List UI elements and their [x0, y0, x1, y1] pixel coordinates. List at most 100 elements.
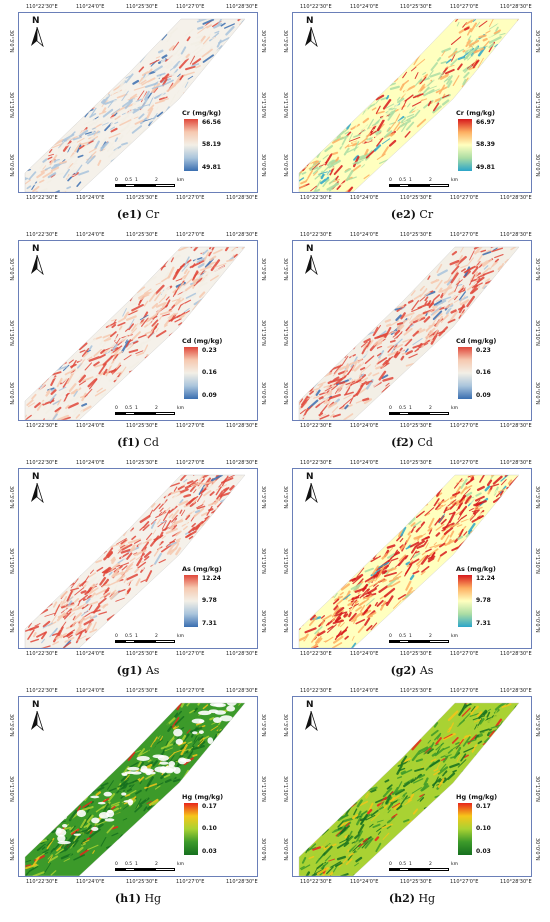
- map-panel-f2: 110°22'30"E 110°24'0"E 110°25'30"E 110°27'0…: [282, 232, 540, 450]
- map-frame: N Cr (mg/kg) 66.97 58.39 49.81 0 0.5 1 2 km: [292, 12, 532, 193]
- latitude-tick-label: 30°3'0"N: [260, 258, 266, 281]
- legend-min-value: 0.09: [202, 392, 217, 399]
- panel-caption-element: Hg: [140, 892, 162, 905]
- longitude-tick-label: 110°24'0"E: [76, 651, 105, 657]
- scale-bar-segment: [429, 868, 449, 871]
- panel-caption-label: (h1): [114, 892, 141, 905]
- scale-bar: 0 0.5 1 2 km: [115, 862, 197, 874]
- longitude-tick-label: 110°25'30"E: [400, 651, 432, 657]
- scale-bar-segment: [389, 640, 399, 643]
- latitude-tick-label: 30°1'30"N: [260, 548, 266, 574]
- panel-caption: (g1) As: [18, 664, 258, 677]
- legend-max-value: 12.24: [202, 575, 221, 582]
- latitude-tick-label: 30°1'30"N: [8, 776, 14, 802]
- map-panel-h2: 110°22'30"E 110°24'0"E 110°25'30"E 110°27'0…: [282, 688, 540, 906]
- latitude-tick-label: 30°3'0"N: [8, 258, 14, 281]
- map-panel-g2: 110°22'30"E 110°24'0"E 110°25'30"E 110°27'0…: [282, 460, 540, 678]
- legend-mid-value: 9.78: [476, 597, 491, 604]
- study-area-outline: [24, 702, 246, 876]
- north-label: N: [32, 472, 40, 482]
- legend-min-value: 0.03: [476, 848, 491, 855]
- longitude-tick-label: 110°27'0"E: [450, 651, 479, 657]
- scale-bar-segment: [135, 868, 155, 871]
- scale-bar-label: km: [451, 178, 458, 183]
- panel-caption-label: (e1): [116, 208, 142, 221]
- scale-bar-segment: [429, 184, 449, 187]
- longitude-tick-label: 110°25'30"E: [400, 195, 432, 201]
- longitude-tick-label: 110°22'30"E: [300, 4, 332, 10]
- map-panel-f1: 110°22'30"E 110°24'0"E 110°25'30"E 110°27'0…: [8, 232, 266, 450]
- scale-bar-segment: [135, 412, 155, 415]
- legend-color-ramp: [458, 575, 472, 627]
- scale-bar-label: 2: [155, 178, 158, 183]
- scale-bar-segment: [125, 868, 135, 871]
- longitude-tick-label: 110°28'30"E: [500, 4, 532, 10]
- north-arrow-icon: N: [29, 472, 45, 504]
- scale-bar-label: 0: [389, 634, 392, 639]
- longitude-tick-label: 110°24'0"E: [76, 460, 105, 466]
- latitude-tick-label: 30°3'0"N: [260, 30, 266, 53]
- legend-color-ramp: [184, 575, 198, 627]
- scale-bar-label: 2: [429, 862, 432, 867]
- latitude-tick-label: 30°0'0"N: [260, 154, 266, 177]
- scale-bar-label: 0: [115, 862, 118, 867]
- north-label: N: [306, 16, 314, 26]
- scale-bar-label: km: [451, 862, 458, 867]
- panel-caption-label: (h2): [388, 892, 415, 905]
- latitude-tick-label: 30°0'0"N: [282, 838, 288, 861]
- legend-max-value: 0.17: [202, 803, 217, 810]
- panel-caption-label: (g2): [390, 664, 417, 677]
- latitude-tick-label: 30°0'0"N: [260, 382, 266, 405]
- scale-bar-segment: [155, 640, 175, 643]
- legend-title: Cd (mg/kg): [182, 337, 223, 345]
- legend-title: As (mg/kg): [456, 565, 496, 573]
- scale-bar-label: 2: [429, 406, 432, 411]
- longitude-tick-label: 110°27'0"E: [176, 423, 205, 429]
- scale-bar-label: km: [451, 634, 458, 639]
- north-arrow-icon: N: [29, 16, 45, 48]
- panel-caption: (f2) Cd: [292, 436, 532, 449]
- legend-min-value: 49.81: [202, 164, 221, 171]
- longitude-tick-label: 110°28'30"E: [500, 423, 532, 429]
- scale-bar-label: 0.5: [125, 178, 133, 183]
- longitude-tick-label: 110°22'30"E: [26, 460, 58, 466]
- scale-bar-label: 1: [409, 406, 412, 411]
- north-label: N: [306, 244, 314, 254]
- longitude-tick-label: 110°28'30"E: [500, 195, 532, 201]
- latitude-tick-label: 30°1'30"N: [534, 92, 540, 118]
- legend-min-value: 7.31: [202, 620, 217, 627]
- map-frame: N Hg (mg/kg) 0.17 0.10 0.03 0 0.5 1 2 km: [18, 696, 258, 877]
- longitude-tick-label: 110°24'0"E: [76, 688, 105, 694]
- scale-bar: 0 0.5 1 2 km: [389, 406, 471, 418]
- map-frame: N As (mg/kg) 12.24 9.78 7.31 0 0.5 1 2 km: [292, 468, 532, 649]
- north-arrow-icon: N: [29, 244, 45, 276]
- legend-title: Cd (mg/kg): [456, 337, 497, 345]
- longitude-tick-label: 110°27'0"E: [450, 232, 479, 238]
- panel-caption-element: As: [416, 664, 434, 677]
- longitude-tick-label: 110°22'30"E: [300, 651, 332, 657]
- latitude-tick-label: 30°0'0"N: [260, 610, 266, 633]
- longitude-tick-label: 110°28'30"E: [226, 879, 258, 885]
- latitude-tick-label: 30°1'30"N: [282, 548, 288, 574]
- map-panel-h1: 110°22'30"E 110°24'0"E 110°25'30"E 110°27'0…: [8, 688, 266, 906]
- longitude-tick-label: 110°22'30"E: [300, 195, 332, 201]
- longitude-tick-label: 110°22'30"E: [26, 651, 58, 657]
- latitude-tick-label: 30°3'0"N: [282, 486, 288, 509]
- longitude-tick-label: 110°25'30"E: [126, 879, 158, 885]
- legend-mid-value: 0.16: [202, 369, 217, 376]
- scale-bar-label: 2: [429, 178, 432, 183]
- north-arrow-icon: N: [303, 244, 319, 276]
- scale-bar-label: km: [451, 406, 458, 411]
- scale-bar: 0 0.5 1 2 km: [389, 178, 471, 190]
- longitude-tick-label: 110°28'30"E: [500, 651, 532, 657]
- north-arrow-icon: N: [303, 700, 319, 732]
- scale-bar-segment: [135, 640, 155, 643]
- study-area-outline: [298, 18, 520, 192]
- scale-bar-segment: [409, 184, 429, 187]
- longitude-tick-label: 110°25'30"E: [400, 4, 432, 10]
- panel-caption: (h1) Hg: [18, 892, 258, 905]
- latitude-tick-label: 30°1'30"N: [534, 776, 540, 802]
- latitude-tick-label: 30°0'0"N: [8, 382, 14, 405]
- longitude-tick-label: 110°22'30"E: [26, 232, 58, 238]
- longitude-tick-label: 110°27'0"E: [176, 460, 205, 466]
